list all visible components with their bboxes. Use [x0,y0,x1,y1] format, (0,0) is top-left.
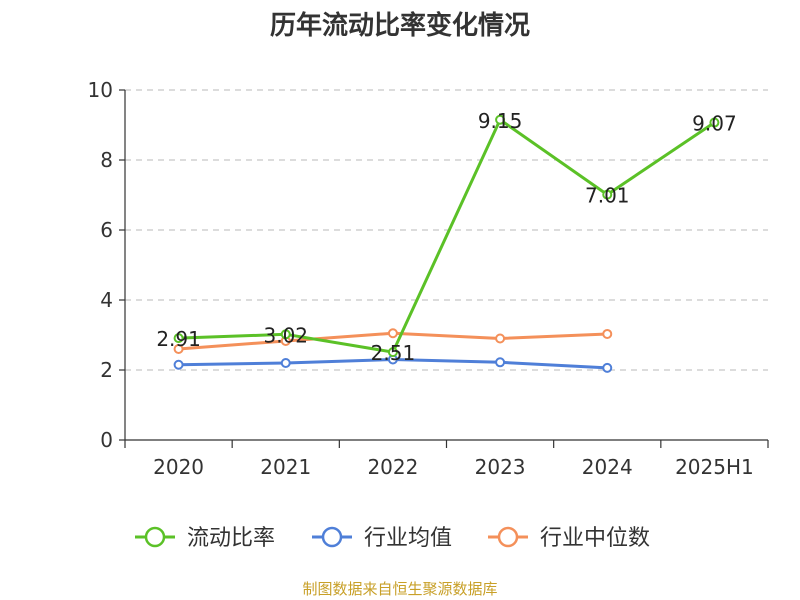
data-point [602,189,613,200]
data-label: 2.51 [371,341,416,365]
series-2 [173,328,613,354]
chart-title: 历年流动比率变化情况 [270,10,530,41]
data-label: 2.91 [156,327,201,351]
x-tick-label: 2020 [153,455,204,479]
legend-swatch-marker [321,526,343,548]
x-tick-label: 2021 [260,455,311,479]
y-tick-label: 10 [88,78,113,102]
y-tick-label: 4 [100,288,113,312]
data-point [495,333,506,344]
data-point [602,362,613,373]
y-tick-label: 0 [100,428,113,452]
legend-item[interactable]: 行业中位数 [488,526,650,551]
legend-item[interactable]: 流动比率 [135,526,275,551]
data-point [173,344,184,354]
series-1 [173,354,613,373]
y-tick-label: 8 [100,148,113,172]
series-line [178,118,716,354]
data-point [173,333,184,344]
data-labels: 2.91 3.02 2.51 9.15 7.01 9.07 [156,109,736,365]
legend-swatch-marker [497,526,519,548]
axes: 0 2 4 6 8 10 2020 2021 2022 2023 2024 2025H1 [88,78,769,479]
data-point [280,358,291,368]
x-tick-label: 2025H1 [675,455,754,479]
legend-swatch-marker [144,526,166,548]
grid-lines [125,89,768,371]
data-label: 3.02 [263,323,308,347]
y-tick-label: 2 [100,358,113,382]
y-tick-label: 6 [100,218,113,242]
data-point [280,329,291,340]
data-point [387,347,398,358]
data-label: 9.07 [692,112,737,136]
series-0 [173,114,720,358]
data-point [495,114,506,125]
data-label: 7.01 [585,184,630,208]
legend-label: 行业均值 [364,526,452,551]
data-point [495,357,506,368]
source-note: 制图数据来自恒生聚源数据库 [302,580,497,598]
data-label: 9.15 [478,109,523,133]
data-point [173,359,184,370]
series-layer [173,114,720,373]
data-point [709,117,720,128]
x-tick-label: 2022 [367,455,418,479]
x-tick-label: 2023 [475,455,526,479]
x-tick-label: 2024 [582,455,633,479]
data-point [387,328,398,339]
legend-item[interactable]: 行业均值 [312,526,452,551]
legend-label: 行业中位数 [540,526,650,551]
data-point [602,328,613,339]
legend-label: 流动比率 [187,526,275,551]
legend: 流动比率 行业均值 行业中位数 [135,526,650,551]
